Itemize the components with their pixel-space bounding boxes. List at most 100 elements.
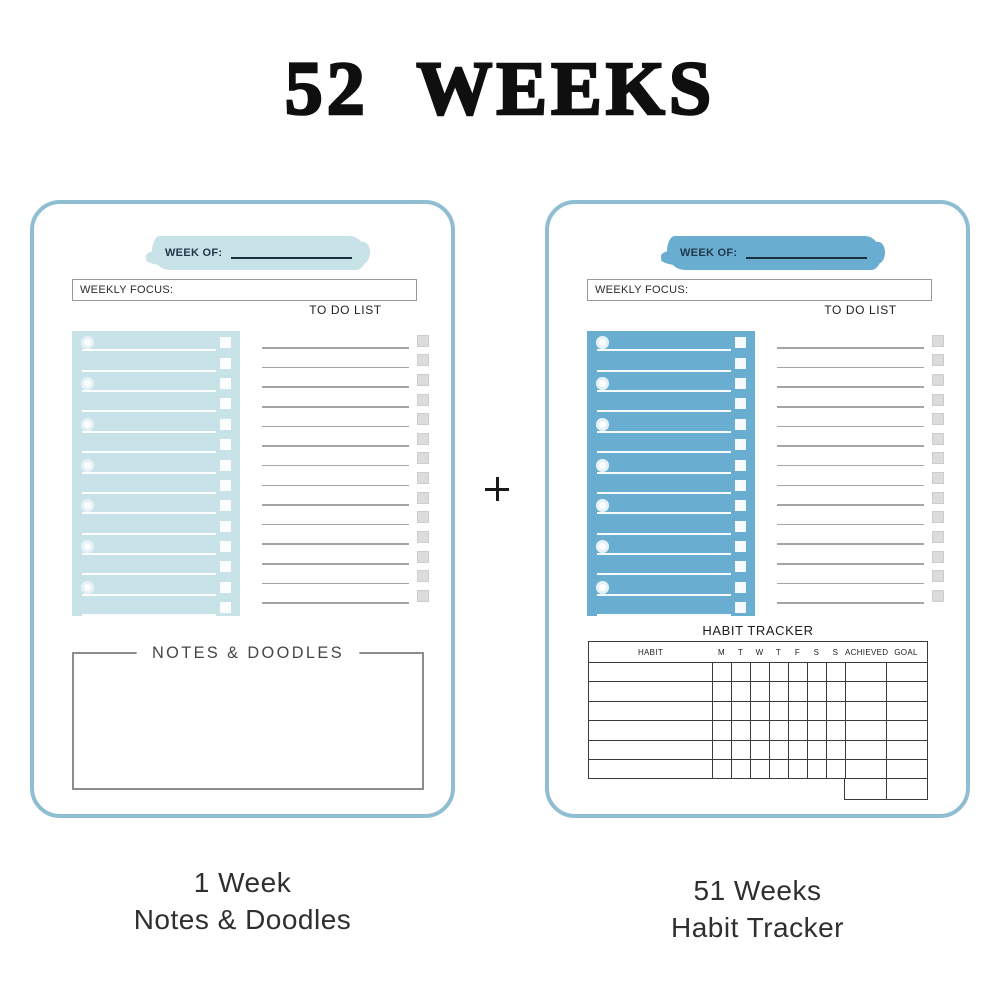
day-cell [788,740,807,759]
todo-line [262,506,429,526]
goal-cell [886,721,926,740]
panel-checkbox-icon [735,398,746,410]
day-bullet-icon [596,580,609,594]
day-cell [731,759,750,779]
day-cell [769,682,788,701]
day-cell [788,721,807,740]
col-sun: S [832,647,839,657]
day-bullet-icon [81,417,94,431]
day-cell [807,721,826,740]
panel-checkbox-icon [220,459,231,471]
todo-line [777,584,944,604]
col-goal: GOAL [894,647,918,657]
panel-line [72,453,240,474]
panel-line [72,372,240,393]
panel-line [587,392,755,413]
habit-table-header: HABIT M T W T F S S ACHIEVED GOAL [589,642,927,662]
todo-checkbox-icon [417,472,429,484]
panel-checkbox-icon [735,602,746,614]
day-cell [826,701,845,721]
habit-table-row [589,681,927,701]
achieved-cell [845,663,886,682]
panel-checkbox-icon [735,581,746,593]
day-cell [807,701,826,721]
day-cell [788,701,807,721]
planner-page-notes: WEEK OF: WEEKLY FOCUS: TO DO LIST [30,200,455,818]
day-cell [788,759,807,779]
day-cell [731,663,750,682]
todo-checkbox-icon [417,570,429,583]
day-cell [807,759,826,779]
panel-checkbox-icon [735,500,746,512]
daily-lines-panel [72,331,240,617]
todo-checkbox-icon [932,393,944,406]
panel-checkbox-icon [220,500,231,512]
col-mon: M [718,647,725,657]
panel-checkbox-icon [735,439,746,451]
panel-checkbox-icon [735,459,746,471]
day-cell [712,740,731,759]
todo-line [777,525,944,545]
caption-line: Habit Tracker [671,912,844,943]
day-cell [750,663,769,682]
week-of-field: WEEK OF: [152,247,366,259]
todo-line [777,447,944,467]
achieved-cell [845,759,886,779]
panel-line [72,575,240,597]
todo-checkbox-icon [932,511,944,524]
weekly-focus-box: WEEKLY FOCUS: [72,279,417,301]
panel-checkbox-icon [735,357,746,369]
panel-line [72,474,240,495]
habit-table-row [589,700,927,721]
todo-checkbox-icon [932,589,944,602]
panel-checkbox-icon [220,357,231,369]
day-cell [712,701,731,721]
todo-line [262,584,429,604]
todo-line [262,447,429,467]
todo-line [262,388,429,408]
weekly-focus-label: WEEKLY FOCUS: [595,284,689,296]
day-bullet-icon [596,417,609,431]
panel-checkbox-icon [220,378,231,390]
day-cell [788,682,807,701]
day-cell [712,682,731,701]
panel-checkbox-icon [220,439,231,451]
day-cell [750,721,769,740]
goal-cell [886,663,926,682]
todo-line [777,349,944,369]
habit-table-row [589,662,927,682]
panel-line [587,555,755,576]
panel-checkbox-icon [220,398,231,410]
day-cell [731,740,750,759]
day-bullet-icon [596,458,609,472]
caption-line: Notes & Doodles [133,904,352,935]
day-cell [750,759,769,779]
panel-line [72,494,240,515]
todo-list [777,329,944,604]
day-cell [731,701,750,721]
day-cell [826,721,845,740]
todo-line [777,427,944,447]
day-cell [807,740,826,759]
todo-checkbox-icon [417,530,429,543]
page-title: 52 WEEKS [283,46,716,133]
panel-checkbox-icon [735,479,746,491]
todo-checkbox-icon [417,511,429,524]
caption-line: 51 Weeks [693,875,822,906]
day-cell [826,682,845,701]
planner-page-habit: WEEK OF: WEEKLY FOCUS: TO DO LIST [545,200,970,818]
todo-line [777,545,944,565]
daily-lines-panel [587,331,755,617]
panel-line [72,433,240,454]
habit-tracker-title: HABIT TRACKER [702,623,814,638]
habit-table-row [589,739,927,759]
panel-line [72,596,240,617]
day-cell [750,682,769,701]
todo-checkbox-icon [932,452,944,465]
habit-cell [589,760,712,778]
panel-line [587,596,755,617]
habit-cell [589,663,712,681]
todo-checkbox-icon [932,570,944,583]
panel-line [587,474,755,495]
habit-cell [589,721,712,739]
